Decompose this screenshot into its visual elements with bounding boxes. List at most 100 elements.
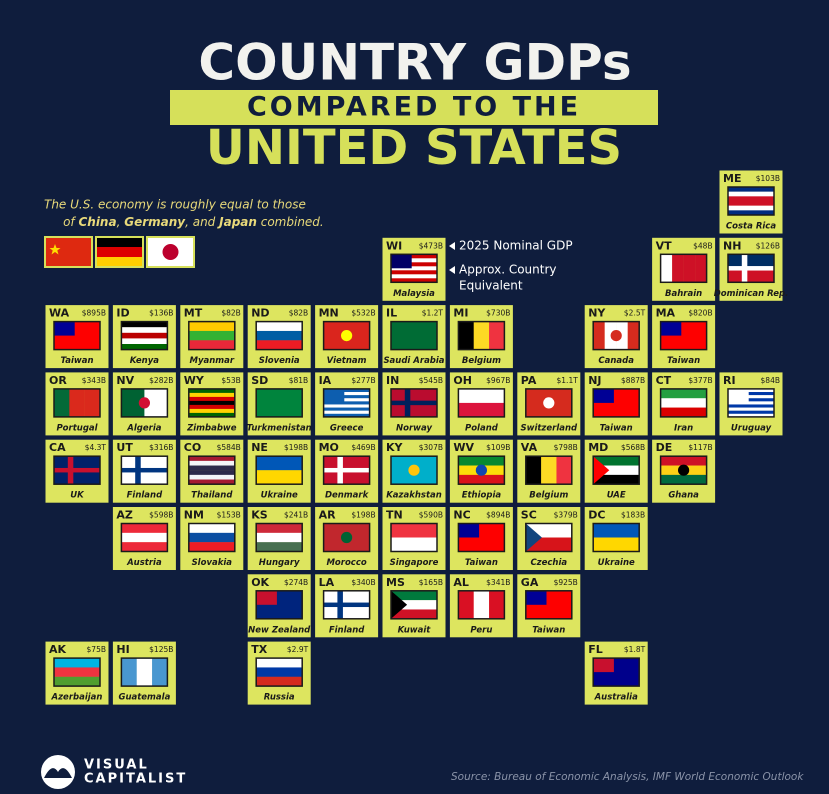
state-gdp: $165B xyxy=(419,578,443,587)
flag-canton xyxy=(525,590,547,605)
state-gdp: $1.1T xyxy=(557,376,579,385)
flag-stripe xyxy=(121,321,168,328)
state-gdp: $2.5T xyxy=(624,309,646,318)
country-name: Zimbabwe xyxy=(186,423,237,433)
flag-stripe xyxy=(256,658,303,668)
flag-stripe xyxy=(188,474,235,480)
state-code: SD xyxy=(251,374,268,387)
flag-stripe xyxy=(391,590,437,601)
flag-stripe xyxy=(728,407,774,411)
state-code: ME xyxy=(723,172,741,185)
flag-stripe xyxy=(188,470,235,476)
state-gdp: $84B xyxy=(761,376,780,385)
flag-border xyxy=(188,320,236,351)
state-gdp: $545B xyxy=(419,376,443,385)
flag-border xyxy=(120,455,169,485)
flag-stripe xyxy=(728,205,774,211)
flag-germany xyxy=(95,236,144,268)
flag-stripe xyxy=(96,247,143,257)
country-name: Denmark xyxy=(325,491,370,501)
state-code: IN xyxy=(386,374,399,387)
flag-stripe xyxy=(728,210,774,216)
state-code: MD xyxy=(588,441,608,454)
flag-stripe xyxy=(144,388,168,417)
state-code: UT xyxy=(116,441,133,454)
intro-text: combined. xyxy=(257,215,324,229)
country-name: Hungary xyxy=(259,558,300,568)
state-code: DE xyxy=(656,441,673,454)
state-code: WA xyxy=(49,307,70,320)
country-name: Kazakhstan xyxy=(386,491,442,501)
flag-stripe xyxy=(672,254,684,283)
state-code: FL xyxy=(588,643,603,656)
flag-border xyxy=(525,455,573,485)
country-name: Costa Rica xyxy=(726,222,776,232)
state-code: ND xyxy=(251,307,269,320)
state-gdp: $568B xyxy=(621,443,645,452)
flag-stripe xyxy=(256,523,303,534)
country-name: Greece xyxy=(330,423,364,433)
state-code: CT xyxy=(656,374,672,387)
state-gdp: $820B xyxy=(688,309,712,318)
state-gdp: $277B xyxy=(351,376,375,385)
flag-stripe xyxy=(96,257,143,267)
flag-stripe xyxy=(121,532,168,543)
flag-stripe xyxy=(728,187,774,192)
country-name: Russia xyxy=(264,693,295,703)
state-gdp: $925B xyxy=(554,578,578,587)
country-name: UAE xyxy=(607,491,626,501)
flag-emblem xyxy=(138,397,150,409)
state-gdp: $895B xyxy=(82,309,106,318)
state-code: NJ xyxy=(588,374,601,387)
state-gdp: $53B xyxy=(221,376,240,385)
state-code: NH xyxy=(723,239,741,252)
flag-border xyxy=(659,253,708,284)
flag-stripe xyxy=(188,465,235,471)
flag-stripe xyxy=(323,401,370,405)
country-name: Finland xyxy=(127,491,163,501)
flag-stripe xyxy=(458,402,505,418)
country-name: Morocco xyxy=(326,558,366,568)
state-code: HI xyxy=(116,643,129,656)
country-name: Belgium xyxy=(529,491,568,501)
flag-stripe xyxy=(391,523,437,538)
flag-stripe xyxy=(593,456,640,466)
flag-canton xyxy=(458,523,480,538)
flag-border xyxy=(390,522,438,553)
country-name: Taiwan xyxy=(60,356,93,366)
flag-stripe xyxy=(256,340,303,350)
flag-stripe xyxy=(458,388,505,404)
flag-border xyxy=(255,657,303,687)
state-code: RI xyxy=(723,374,736,387)
country-name: Australia xyxy=(594,693,639,703)
state-code: ID xyxy=(116,307,129,320)
flag-border xyxy=(322,455,371,485)
country-name: Saudi Arabia xyxy=(383,356,444,366)
flag-stripe xyxy=(728,254,774,269)
country-name: Austria xyxy=(126,558,162,568)
state-gdp: $1.8T xyxy=(624,645,646,654)
title-line1: COUNTRY GDPs xyxy=(198,34,631,92)
intro-country: Japan xyxy=(217,215,257,229)
legend-country: Equivalent xyxy=(459,279,523,293)
country-name: Czechia xyxy=(530,558,567,568)
country-name: Canada xyxy=(598,356,634,366)
state-gdp: $109B xyxy=(486,443,510,452)
flag-border xyxy=(255,388,303,418)
country-name: Turkmenistan xyxy=(247,423,312,433)
flag-emblem xyxy=(341,330,353,342)
intro-text: , and xyxy=(185,215,219,229)
flag-stripe xyxy=(256,388,303,418)
brand: VISUAL xyxy=(84,758,149,773)
flag-stripe xyxy=(188,479,235,485)
flag-stripe xyxy=(489,590,505,619)
flag-border xyxy=(120,657,169,687)
flag-stripe xyxy=(323,413,370,418)
flag-stripe xyxy=(391,278,437,283)
flag-border xyxy=(53,455,101,485)
flag-stripe xyxy=(458,590,474,619)
country-name: Uruguay xyxy=(731,423,772,433)
country-name: Finland xyxy=(329,625,365,635)
state-code: PA xyxy=(521,374,537,387)
